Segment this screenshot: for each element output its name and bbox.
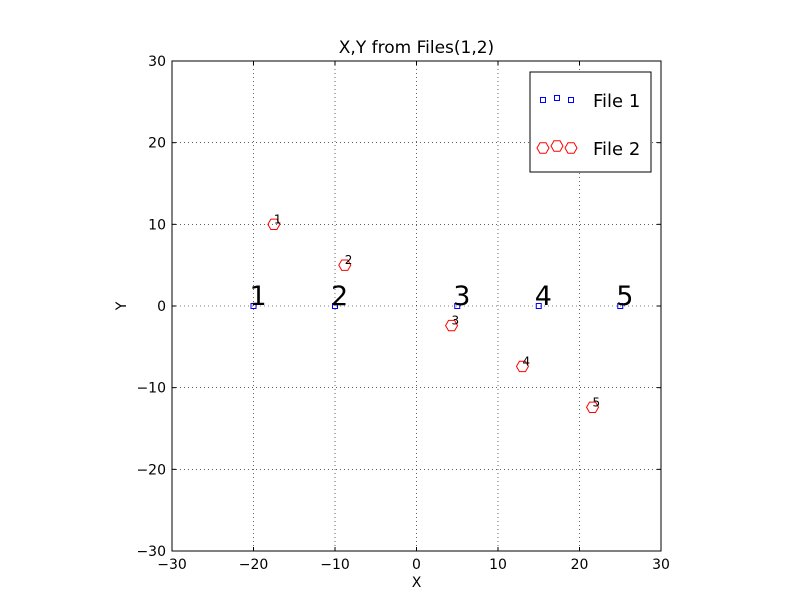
legend-entry-file-1: File 1 <box>593 91 640 112</box>
legend-box <box>529 71 652 173</box>
file-1-point <box>250 303 257 309</box>
file-1-point <box>535 303 542 309</box>
file-2-point-label: 1 <box>274 212 282 226</box>
file-2-point <box>585 401 600 413</box>
file-2-point <box>444 319 459 332</box>
x-tick-label: −20 <box>239 557 269 573</box>
file-2-point-label: 5 <box>593 395 601 409</box>
x-tick-label: 10 <box>489 557 507 573</box>
y-tick-label: −10 <box>136 381 166 397</box>
legend: File 1 File 2 <box>529 71 652 173</box>
file-2-point <box>338 259 352 271</box>
y-tick-label: −20 <box>136 462 166 478</box>
data-points <box>250 218 624 413</box>
y-axis-label: Y <box>114 301 130 311</box>
file-1-point-label: 5 <box>616 281 633 312</box>
y-tick-label: 10 <box>148 217 166 233</box>
x-tick-label: −30 <box>157 557 187 573</box>
y-tick-label: 30 <box>148 54 166 70</box>
legend-markers <box>536 95 578 154</box>
x-axis-label: X <box>412 575 422 591</box>
x-tick-label: 0 <box>412 557 421 573</box>
file-2-point-label: 3 <box>452 314 460 328</box>
legend-marker-file-1 <box>568 97 574 103</box>
file-2-point-label: 4 <box>522 354 530 368</box>
file-1-point-label: 3 <box>453 281 470 312</box>
legend-marker-file-2 <box>536 142 550 154</box>
file-1-point-label: 1 <box>250 281 267 312</box>
file-2-point-label: 2 <box>345 253 353 267</box>
file-2-point <box>267 218 281 231</box>
legend-marker-file-1 <box>540 97 546 103</box>
legend-marker-file-2 <box>550 140 564 152</box>
file-1-point <box>454 303 461 309</box>
y-tick-label: 0 <box>157 299 166 315</box>
x-tick-label: 30 <box>652 557 670 573</box>
chart-title: X,Y from Files(1,2) <box>339 38 494 58</box>
legend-marker-file-2 <box>564 142 578 154</box>
axis-ticks: −30 −20 −10 0 10 20 30 −30 −20 −10 0 10 20 30 <box>136 54 669 573</box>
file-2-point <box>515 360 530 373</box>
file-1-point <box>332 303 338 309</box>
legend-marker-file-1 <box>554 95 560 101</box>
x-tick-label: 20 <box>571 557 589 573</box>
file-1-point-label: 4 <box>535 281 552 312</box>
y-tick-label: 20 <box>148 136 166 152</box>
x-tick-label: −10 <box>320 557 350 573</box>
legend-entry-file-2: File 2 <box>593 139 640 160</box>
file-1-point-label: 2 <box>331 281 348 312</box>
file-1-point <box>617 303 624 309</box>
point-labels: 1 2 3 4 5 1 2 3 4 5 <box>250 212 634 409</box>
grid <box>172 61 661 551</box>
y-tick-label: −30 <box>136 544 166 560</box>
